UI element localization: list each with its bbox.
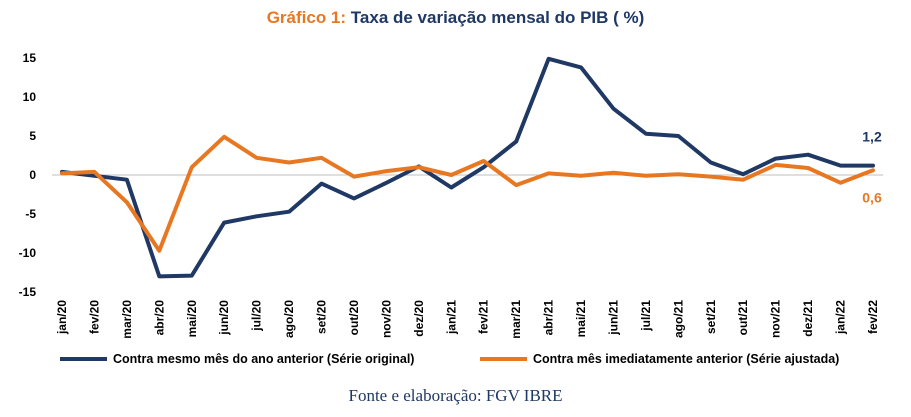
x-tick-label: jun/20 (217, 300, 231, 336)
x-tick-label: nov/21 (769, 300, 783, 338)
x-tick-label: ago/21 (671, 300, 685, 338)
chart-title-main: Taxa de variação mensal do PIB ( %) (350, 8, 645, 27)
y-tick-label: 10 (23, 90, 37, 104)
x-tick-label: jun/21 (606, 300, 620, 336)
series-line-original (60, 56, 875, 279)
x-tick-label: fev/20 (87, 300, 101, 334)
line-chart: 15 10 5 0 -5 -10 -15 jan/20 fev/20 mar/20 abr/20 m… (19, 51, 883, 366)
x-tick-label: jan/21 (444, 300, 458, 335)
x-tick-label: mai/21 (574, 300, 588, 338)
x-tick-label: jan/20 (55, 300, 69, 335)
y-tick-label: 5 (29, 129, 36, 143)
x-axis: jan/20 fev/20 mar/20 abr/20 mai/20 jun/20 jul/… (55, 300, 880, 339)
x-tick-label: mar/21 (509, 300, 523, 339)
x-tick-label: jan/22 (834, 300, 848, 335)
y-tick-label: 0 (29, 168, 36, 182)
x-tick-label: set/21 (704, 300, 718, 334)
x-tick-label: out/20 (347, 300, 361, 336)
x-tick-label: ago/20 (282, 300, 296, 338)
chart-title-prefix: Gráfico 1: (266, 8, 347, 27)
x-tick-label: mar/20 (120, 300, 134, 339)
y-axis: 15 10 5 0 -5 -10 -15 (19, 51, 37, 299)
x-tick-label: fev/22 (866, 300, 880, 334)
end-label-original: 1,2 (862, 129, 882, 145)
y-tick-label: -15 (19, 285, 37, 299)
series-line-adjusted (60, 134, 875, 253)
x-tick-label: jul/21 (639, 300, 653, 332)
x-tick-label: fev/21 (477, 300, 491, 334)
legend-label-original: Contra mesmo mês do ano anterior (Série … (113, 352, 414, 366)
end-label-adjusted: 0,6 (862, 189, 882, 205)
x-tick-label: jul/20 (250, 300, 264, 332)
y-tick-label: -10 (19, 246, 37, 260)
chart-title: Gráfico 1: Taxa de variação mensal do PI… (0, 8, 911, 28)
x-tick-label: dez/21 (801, 300, 815, 337)
series-lines (60, 56, 875, 279)
x-tick-label: mai/20 (185, 300, 199, 338)
x-tick-label: abr/21 (542, 300, 556, 336)
legend: Contra mesmo mês do ano anterior (Série … (60, 352, 839, 366)
x-tick-label: nov/20 (379, 300, 393, 338)
y-tick-label: -5 (25, 207, 36, 221)
x-tick-label: abr/20 (152, 300, 166, 336)
legend-label-adjusted: Contra mês imediatamente anterior (Série… (533, 352, 839, 366)
source-note: Fonte e elaboração: FGV IBRE (348, 386, 563, 405)
x-tick-label: out/21 (736, 300, 750, 336)
y-tick-label: 15 (23, 51, 37, 65)
x-tick-label: dez/20 (412, 300, 426, 337)
x-tick-label: set/20 (315, 300, 329, 334)
